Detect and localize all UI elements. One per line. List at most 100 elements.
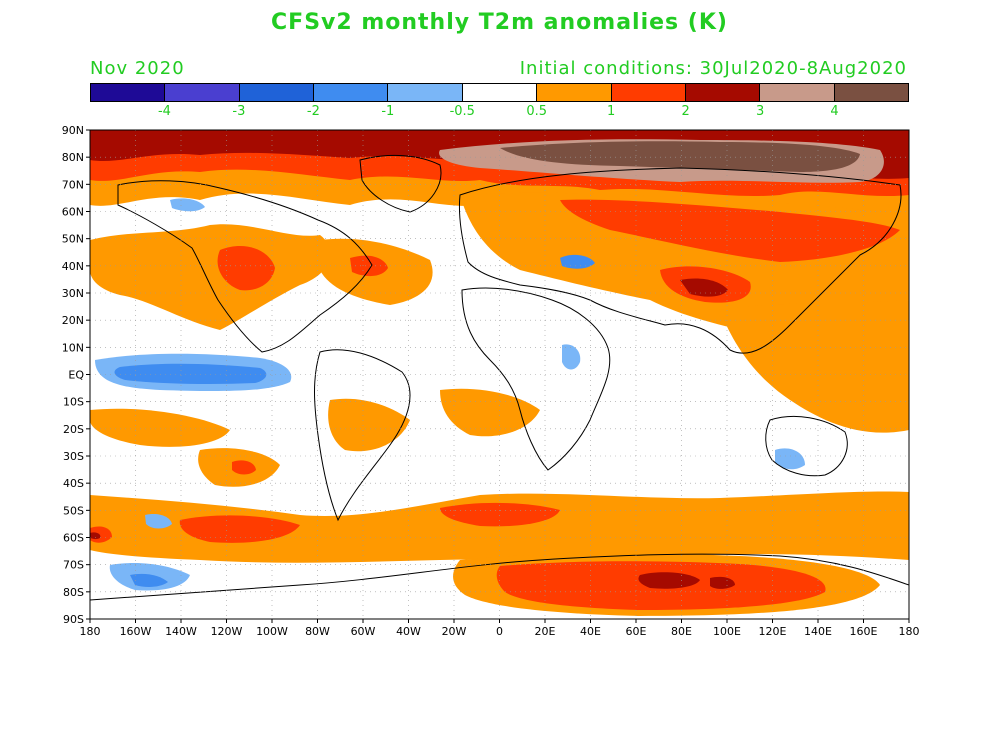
latitude-label: 20N [62, 314, 84, 327]
colorbar-segment [91, 84, 166, 101]
equatorial-pacific-cold-core [114, 363, 267, 384]
southern-ocean-red [179, 515, 300, 543]
tibetan-plateau-core [680, 278, 728, 297]
colorbar-tick-label: 3 [755, 104, 765, 119]
longitude-label: 0 [496, 625, 503, 638]
longitude-label: 100E [713, 625, 741, 638]
chart-title: CFSv2 monthly T2m anomalies (K) [271, 10, 728, 35]
latitude-label: 70N [62, 178, 84, 191]
colorbar-segment [537, 84, 612, 101]
south-atlantic-warm [328, 398, 410, 452]
sw-pacific-warm [720, 300, 909, 433]
south-pacific-darkred-west [90, 532, 101, 540]
longitude-label: 40E [580, 625, 601, 638]
colorbar-segment [685, 84, 761, 101]
colorbar-segment [611, 84, 686, 101]
longitude-label: 180 [80, 625, 101, 638]
latitude-label: EQ [68, 369, 84, 382]
latitude-label: 10N [62, 341, 84, 354]
longitude-label: 100W [256, 625, 288, 638]
colorbar [90, 83, 909, 102]
colorbar-segment [462, 84, 538, 101]
australia-cool [775, 448, 805, 470]
south-pacific-warm [90, 408, 230, 447]
latitude-label: 60S [63, 532, 84, 545]
southern-ocean-red-b [440, 502, 560, 527]
colorbar-segment [834, 84, 908, 101]
longitude-axis: 180 160W 140W 120W 100W 80W 60W 40W 20W 0 20E 40E 60… [80, 619, 920, 638]
longitude-label: 160E [850, 625, 878, 638]
colorbar-tick-label: -0.5 [449, 104, 475, 119]
south-america-coast [314, 349, 411, 522]
africa-coast [461, 287, 611, 471]
greenland-coast [359, 154, 442, 213]
antarctic-plateau-core-b [710, 576, 735, 589]
latitude-label: 30N [62, 287, 84, 300]
north-pacific-warm [90, 224, 331, 330]
colorbar-tick-label: 0.5 [526, 104, 548, 119]
anomaly-fields [90, 130, 909, 616]
southern-ocean-band [90, 491, 909, 563]
latitude-label: 40N [62, 260, 84, 273]
longitude-label: 120W [211, 625, 243, 638]
longitude-label: 80W [305, 625, 330, 638]
latitude-label: 70S [63, 559, 84, 572]
valid-month-label: Nov 2020 [90, 58, 185, 79]
colorbar-tick-labels: -4 -3 -2 -1 -0.5 0.5 1 2 3 4 [90, 104, 909, 120]
latitude-label: 50S [63, 504, 84, 517]
north-pacific-cool [170, 198, 205, 212]
longitude-label: 20W [442, 625, 467, 638]
colorbar-tick-label: -1 [381, 104, 395, 119]
antarctic-plateau-core [638, 572, 700, 589]
eurasia-red [560, 199, 900, 262]
australia-coast [765, 415, 848, 477]
longitude-label: 20E [535, 625, 556, 638]
longitude-label: 120E [759, 625, 787, 638]
longitude-label: 180 [899, 625, 920, 638]
ne-us-warm-core [350, 255, 388, 277]
south-africa-warm [440, 388, 540, 437]
latitude-label: 60N [62, 206, 84, 219]
north-america-coast [117, 180, 373, 353]
ross-sea-cool-b [130, 573, 168, 587]
colorbar-tick-label: -2 [306, 104, 320, 119]
longitude-label: 40W [396, 625, 421, 638]
colorbar-tick-label: -4 [157, 104, 171, 119]
east-africa-cool [562, 344, 581, 370]
longitude-label: 160W [120, 625, 152, 638]
latitude-label: 40S [63, 477, 84, 490]
colorbar-segment [314, 84, 389, 101]
siberian-arctic-max [500, 141, 860, 172]
colorbar-tick-label: 4 [830, 104, 839, 119]
latitude-label: 80N [62, 151, 84, 164]
colorbar-segment [165, 84, 240, 101]
antarctica-coast [90, 553, 909, 601]
colorbar-tick-label: -3 [232, 104, 246, 119]
colorbar-segment [760, 84, 835, 101]
longitude-label: 60E [626, 625, 647, 638]
longitude-label: 80E [671, 625, 692, 638]
latitude-label: 90N [62, 124, 84, 137]
south-pacific-warm-core [232, 460, 256, 475]
west-us-warm-core [217, 246, 275, 291]
colorbar-tick-label: 1 [607, 104, 616, 119]
latitude-label: 30S [63, 450, 84, 463]
longitude-label: 140E [804, 625, 832, 638]
south-pacific-cool [145, 514, 172, 529]
latitude-label: 20S [63, 423, 84, 436]
colorbar-tick-label: 2 [681, 104, 690, 119]
caspian-cool [560, 254, 595, 269]
longitude-label: 60W [351, 625, 376, 638]
latitude-label: 90S [63, 613, 84, 626]
initial-conditions-label: Initial conditions: 30Jul2020-8Aug2020 [519, 58, 907, 79]
latitude-label: 10S [63, 396, 84, 409]
colorbar-segment [239, 84, 315, 101]
coastlines [90, 154, 909, 601]
latitude-label: 80S [63, 586, 84, 599]
colorbar-segment [388, 84, 463, 101]
eurasia-coast [459, 167, 902, 354]
latitude-label: 50N [62, 233, 84, 246]
latitude-axis: 90N 80N 70N 60N 50N 40N 30N 20N 10N EQ 10S 20S 30S 40… [62, 124, 90, 626]
longitude-label: 140W [165, 625, 197, 638]
